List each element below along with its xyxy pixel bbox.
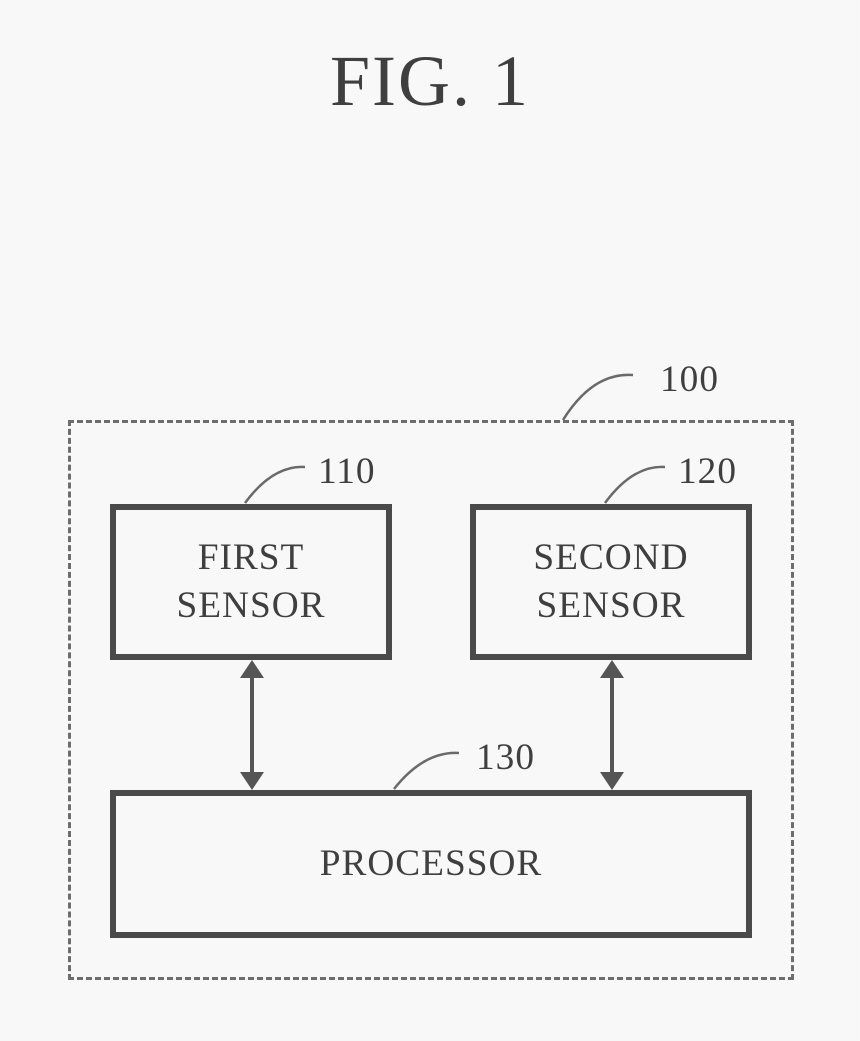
leader-110	[245, 462, 325, 504]
block-first-sensor: FIRSTSENSOR	[110, 504, 392, 660]
ref-label-120: 120	[678, 450, 737, 493]
block-processor-text: PROCESSOR	[320, 840, 543, 888]
ref-label-110: 110	[318, 450, 376, 493]
leader-130	[394, 748, 484, 790]
block-first-sensor-text: FIRSTSENSOR	[176, 534, 325, 630]
leader-100	[563, 370, 663, 420]
block-second-sensor: SECONDSENSOR	[470, 504, 752, 660]
block-processor: PROCESSOR	[110, 790, 752, 938]
ref-label-100: 100	[660, 358, 719, 401]
ref-label-130: 130	[476, 736, 535, 779]
block-second-sensor-text: SECONDSENSOR	[533, 534, 688, 630]
leader-120	[605, 462, 685, 504]
figure-title: FIG. 1	[330, 40, 530, 123]
